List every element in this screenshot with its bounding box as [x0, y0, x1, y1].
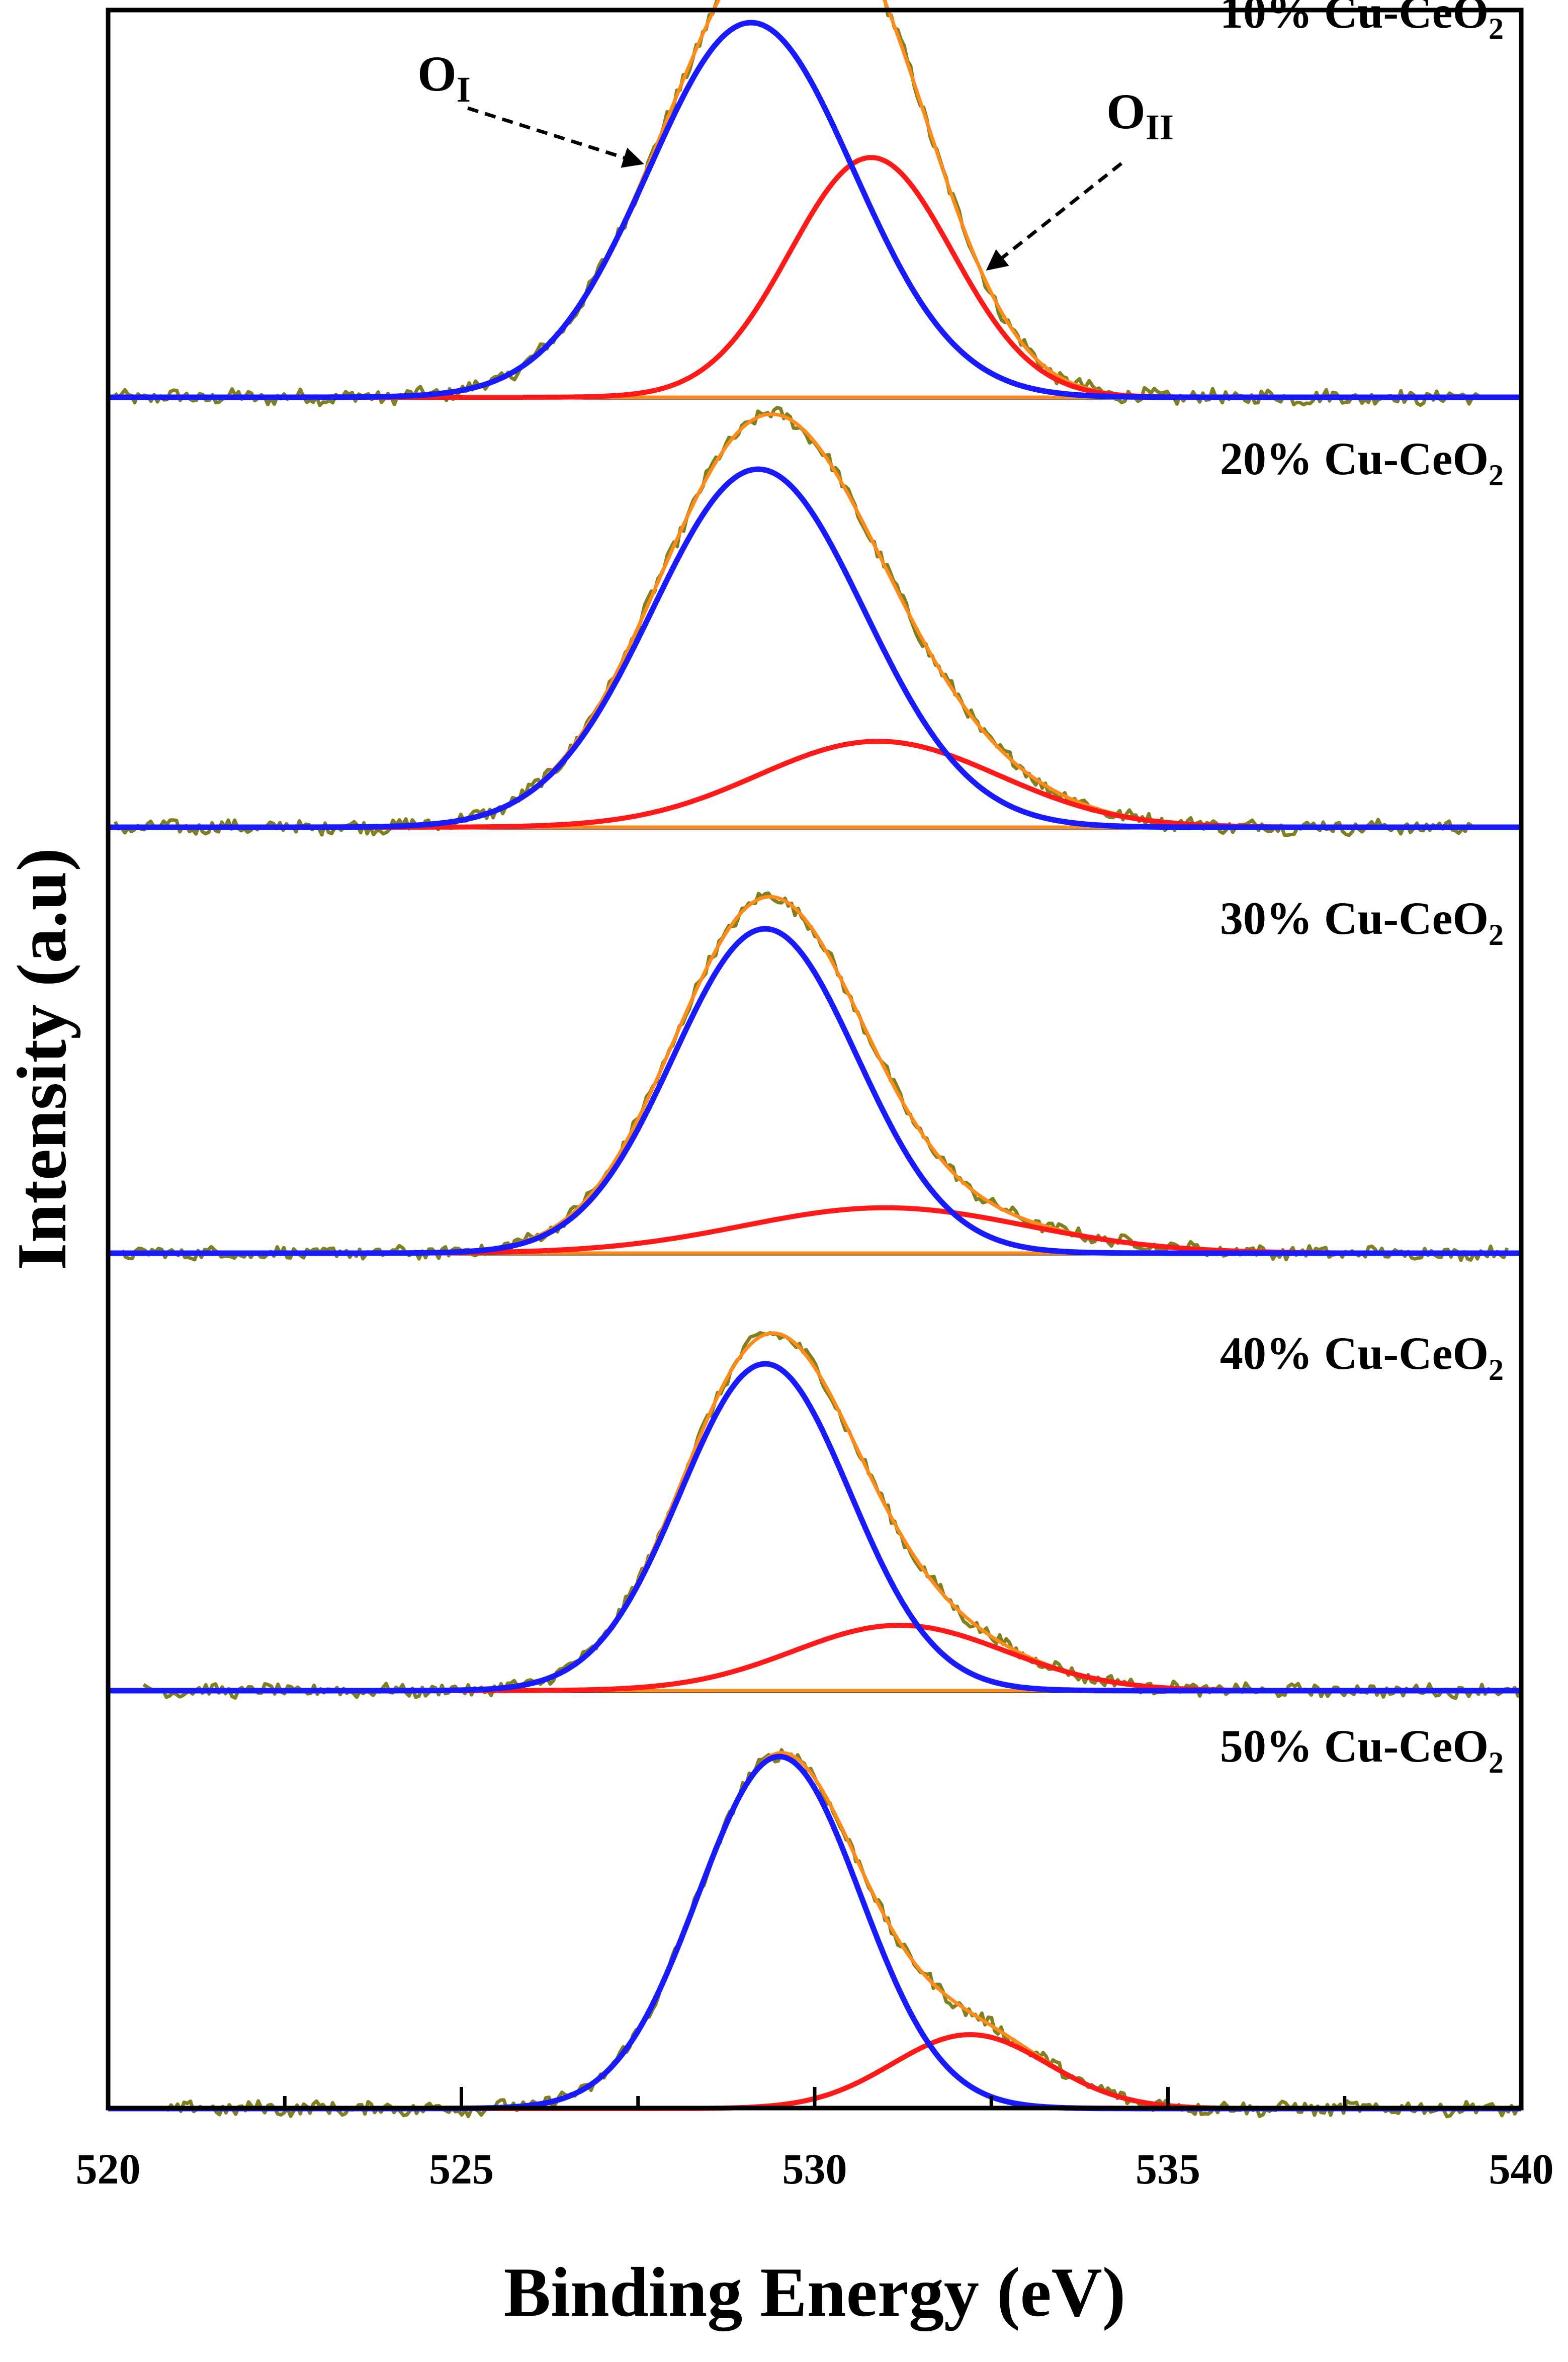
- x-tick-label: 525: [429, 2145, 494, 2193]
- annotation-label-oi: OI: [417, 46, 471, 110]
- peak-oi-line: [108, 20, 1521, 400]
- y-axis-title: Intensity (a.u): [3, 848, 81, 1270]
- x-tick-label: 540: [1489, 2145, 1554, 2193]
- x-axis-ticks: [106, 2087, 1523, 2108]
- peak-oi-line: [108, 1361, 1521, 1694]
- panel-label-layer: 10% Cu-CeO2 20% Cu-CeO2 30% Cu-CeO2 40% Cu-…: [1220, 0, 1504, 1779]
- x-axis-title: Binding Energy (eV): [504, 2253, 1126, 2331]
- panel-2: [108, 405, 1521, 837]
- panel-4: [108, 1331, 1523, 1700]
- x-axis-tick-labels: 520 525 530 535 540: [76, 2145, 1554, 2193]
- annotation-arrow-oii: [986, 162, 1123, 271]
- panel-label: 30% Cu-CeO2: [1220, 893, 1504, 951]
- panel-label: 40% Cu-CeO2: [1220, 1328, 1504, 1386]
- panel-1: [108, 0, 1521, 407]
- x-tick-label: 530: [782, 2145, 847, 2193]
- annotation-arrow-oi: [467, 106, 644, 168]
- peak-oi-line: [108, 926, 1521, 1256]
- panel-3: [108, 891, 1521, 1262]
- annotation-label-oii: OII: [1106, 83, 1174, 147]
- panel-label: 10% Cu-CeO2: [1220, 0, 1504, 45]
- annotation-layer: OI OII: [417, 46, 1174, 271]
- panel-label: 50% Cu-CeO2: [1220, 1720, 1504, 1779]
- peak-oi-line: [108, 466, 1521, 830]
- x-tick-label: 520: [76, 2145, 141, 2193]
- panel-label: 20% Cu-CeO2: [1220, 433, 1504, 492]
- x-tick-label: 535: [1136, 2145, 1200, 2193]
